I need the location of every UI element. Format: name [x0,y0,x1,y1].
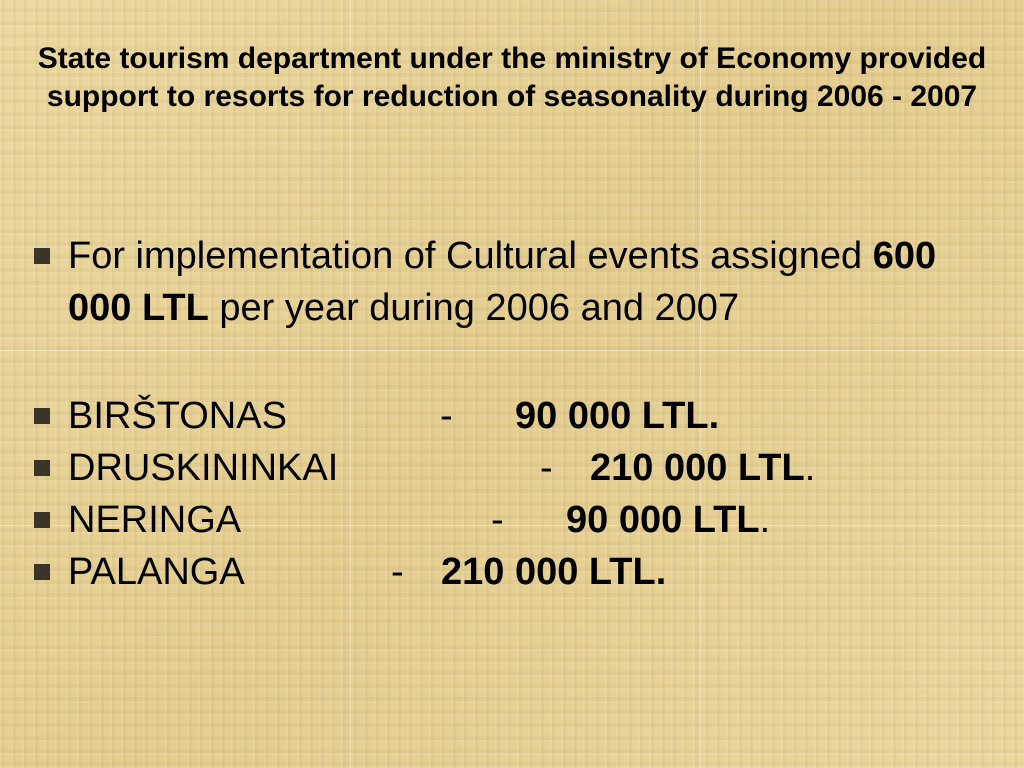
resort-name: DRUSKININKAI [68,447,339,489]
resort-amount: 90 000 LTL [566,499,760,541]
resort-amount: 210 000 LTL. [441,551,667,593]
resort-amount: 90 000 LTL. [515,395,720,437]
square-bullet-icon [34,564,50,580]
resort-item-druskininkai: DRUSKININKAI -210 000 LTL. [32,442,992,494]
resort-name: PALANGA [68,551,245,593]
square-bullet-icon [34,248,50,264]
resort-item-neringa: NERINGA - 90 000 LTL. [32,494,992,546]
resort-item-birstonas: BIRŠTONAS - 90 000 LTL. [32,390,992,442]
dash-separator: - [491,499,504,541]
square-bullet-icon [34,512,50,528]
slide-title: State tourism department under the minis… [37,42,987,113]
dash-separator: - [440,395,453,437]
amount-suffix: . [759,499,771,541]
amount-suffix: . [804,447,816,489]
bullet-list: For implementation of Cultural events as… [32,230,992,598]
cultural-events-bullet: For implementation of Cultural events as… [32,230,968,334]
resort-name: NERINGA [68,499,242,541]
resort-item-palanga: PALANGA -210 000 LTL. [32,546,992,598]
bullet-text: per year during 2006 and 2007 [208,287,740,329]
background-grid-line [700,0,701,768]
bullet-text: For implementation of Cultural events as… [68,235,873,277]
dash-separator: - [391,551,404,593]
background-grid-line [0,350,1024,351]
background-grid-line [0,525,1024,526]
square-bullet-icon [34,408,50,424]
resort-amount: 210 000 LTL [590,447,805,489]
resort-name: BIRŠTONAS [68,395,287,437]
square-bullet-icon [34,460,50,476]
dash-separator: - [540,447,553,489]
total-amount: 600 000 LTL [68,235,937,329]
background-grid-line [350,0,351,768]
